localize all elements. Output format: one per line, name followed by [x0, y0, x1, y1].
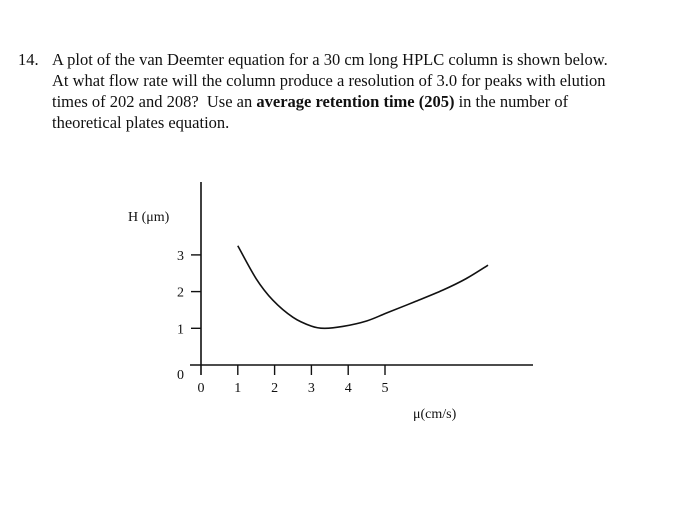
x-tick-label: 2: [271, 381, 278, 396]
x-tick-label: 3: [308, 381, 315, 396]
bold-phrase: average retention time (205): [256, 92, 455, 111]
question-line-4: theoretical plates equation.: [52, 113, 230, 132]
y-tick-label: 0: [177, 368, 184, 383]
series-curve: [237, 245, 489, 330]
y-tick-label: 1: [177, 322, 184, 337]
y-axis-label: H (μm): [128, 210, 170, 225]
y-tick-label: 2: [177, 286, 184, 301]
x-axis-label: μ(cm/s): [413, 407, 457, 422]
x-tick-label: 0: [198, 381, 205, 396]
line-3-tail: in the number of: [454, 92, 569, 111]
question-line-2: At what flow rate will the column produc…: [52, 71, 606, 90]
line-3-start: times of 202 and 208? Use an: [52, 92, 257, 111]
y-tick-label: 3: [177, 249, 184, 264]
question-line-1: A plot of the van Deemter equation for a…: [52, 50, 608, 69]
x-tick-label: 1: [234, 381, 241, 396]
x-tick-label: 5: [382, 381, 389, 396]
question-number: 14.: [18, 50, 39, 69]
question-line-3: times of 202 and 208? Use an average ret…: [52, 92, 568, 112]
x-tick-label: 4: [345, 381, 352, 396]
